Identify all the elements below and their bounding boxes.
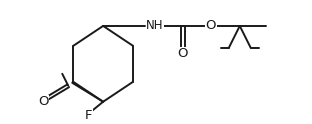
Text: O: O [206, 19, 216, 32]
Text: O: O [38, 95, 49, 108]
Text: F: F [85, 109, 92, 122]
Text: O: O [178, 47, 188, 60]
Text: NH: NH [146, 19, 164, 32]
